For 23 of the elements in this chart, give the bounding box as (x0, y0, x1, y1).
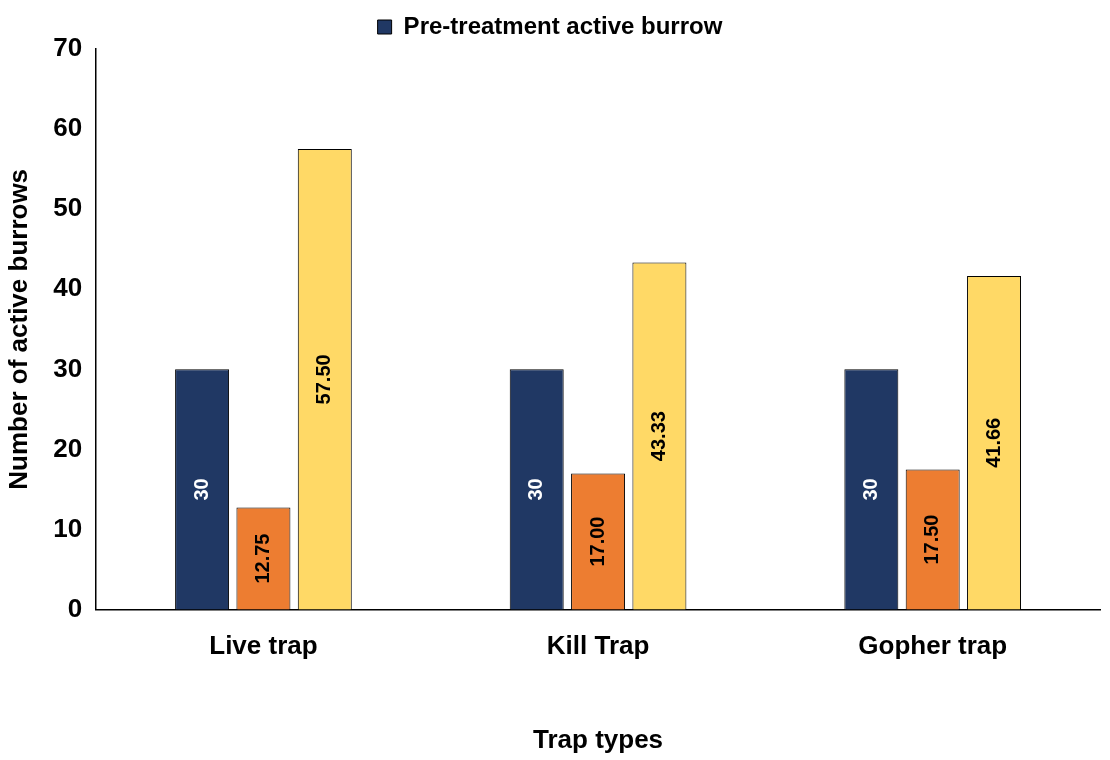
data-label: 43.33 (646, 411, 669, 462)
data-label: 30 (189, 478, 212, 501)
y-tick-label: 50 (53, 192, 83, 223)
x-axis-title: Trap types (533, 723, 664, 754)
y-axis-title: Number of active burrows (2, 168, 33, 490)
data-label: 17.50 (920, 514, 943, 565)
data-label: 57.50 (312, 354, 335, 405)
y-tick-label: 60 (53, 112, 83, 143)
x-tick-label: Live trap (209, 630, 318, 661)
y-tick-label: 40 (53, 272, 83, 303)
y-tick-label: 0 (67, 592, 83, 623)
y-tick-label: 30 (53, 352, 83, 383)
y-tick-label: 20 (53, 432, 83, 463)
data-label: 12.75 (250, 533, 273, 584)
y-tick-label: 10 (53, 512, 83, 543)
y-tick-label: 70 (53, 32, 83, 63)
data-label: 41.66 (981, 417, 1004, 468)
x-tick-label: Kill Trap (546, 630, 650, 661)
data-label: 30 (524, 478, 547, 501)
x-tick-label: Gopher trap (858, 630, 1008, 661)
data-label: 17.00 (585, 516, 608, 567)
legend-label: Pre-treatment active burrow (403, 11, 723, 39)
data-label: 30 (858, 478, 881, 501)
